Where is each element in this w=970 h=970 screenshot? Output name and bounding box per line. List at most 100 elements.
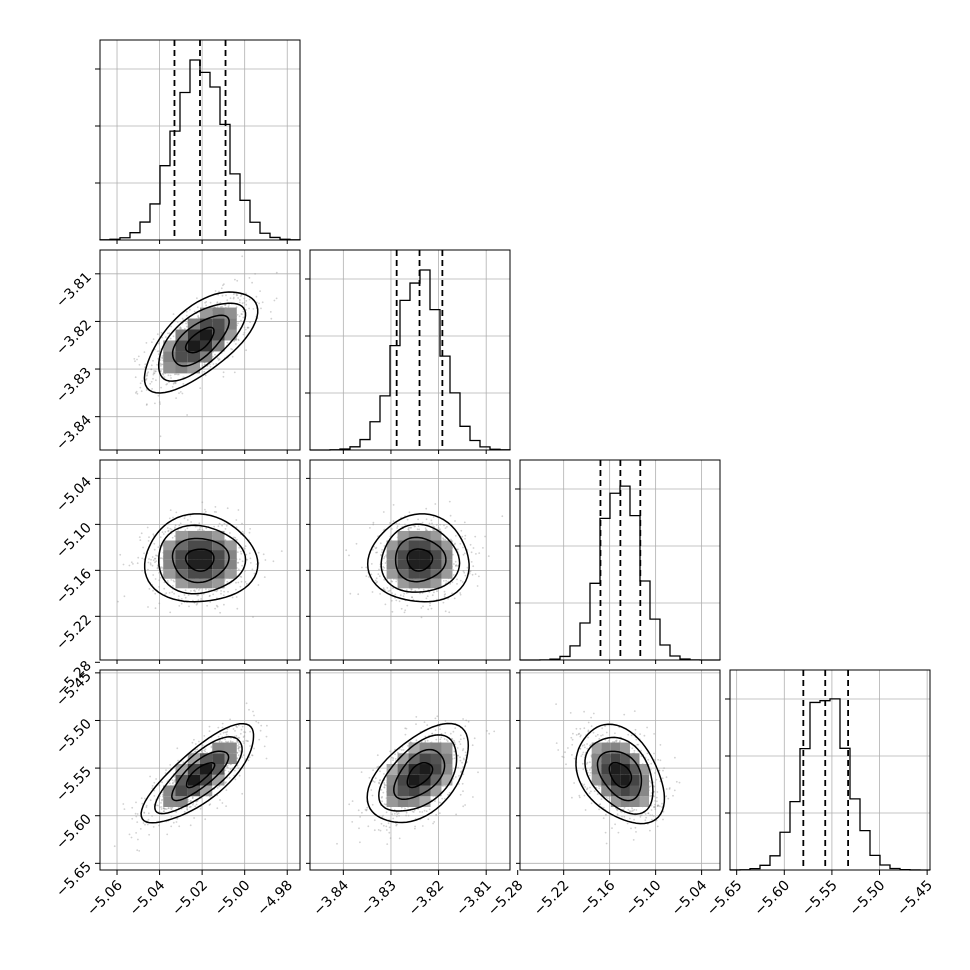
sample-point [159, 403, 162, 405]
density-cell [397, 569, 409, 579]
sample-point [209, 363, 211, 366]
sample-point [423, 721, 426, 723]
density-cell [175, 550, 188, 560]
density-cell [386, 785, 398, 797]
sample-point [461, 535, 464, 538]
sample-point [240, 576, 243, 578]
density-cell [408, 530, 420, 541]
sample-point [415, 716, 418, 718]
sample-point [160, 365, 162, 367]
sample-point [248, 531, 251, 534]
sample-point [227, 770, 230, 773]
contour-line [378, 734, 458, 812]
sample-point [172, 313, 175, 315]
sample-point [149, 382, 152, 385]
sample-point [471, 744, 474, 747]
sample-point [376, 551, 378, 554]
sample-point [210, 745, 213, 748]
sample-point [236, 726, 238, 729]
sample-point [147, 561, 150, 564]
sample-point [397, 812, 400, 815]
sample-point [167, 807, 170, 810]
sample-point [371, 591, 374, 593]
sample-point [257, 551, 260, 554]
sample-point [382, 824, 385, 827]
sample-point [193, 817, 196, 819]
sample-point [351, 800, 354, 802]
sample-point [122, 563, 125, 566]
sample-point [225, 789, 228, 791]
sample-point [439, 528, 441, 530]
sample-point [239, 550, 242, 553]
sample-point [639, 733, 641, 735]
sample-point [242, 740, 245, 743]
sample-point [218, 785, 221, 788]
sample-point [161, 781, 164, 784]
sample-point [148, 833, 151, 836]
sample-point [219, 739, 221, 742]
sample-point [249, 730, 252, 733]
density-cell [200, 307, 213, 319]
sample-point [450, 737, 453, 740]
sample-point [216, 302, 219, 305]
contour-line [184, 326, 215, 354]
sample-point [442, 601, 445, 604]
sample-point [413, 809, 416, 812]
sample-point [383, 803, 386, 805]
density-cell [397, 764, 409, 775]
sample-point [239, 299, 241, 301]
sample-point [249, 528, 252, 530]
sample-point [441, 797, 444, 800]
sample-point [145, 804, 148, 807]
sample-point [147, 812, 150, 815]
sample-point [173, 373, 176, 376]
density-cell [441, 559, 453, 570]
density-cell [200, 318, 213, 330]
density-cell [408, 550, 420, 560]
sample-point [428, 808, 431, 811]
sample-point [140, 390, 143, 393]
sample-point [398, 814, 400, 817]
sample-point [397, 751, 399, 754]
sample-point [191, 741, 194, 744]
sample-point [237, 509, 240, 511]
sample-point [224, 731, 227, 734]
sample-point [229, 297, 232, 300]
sample-point [275, 271, 278, 274]
sample-point [653, 785, 656, 788]
sample-point [439, 801, 442, 804]
sample-point [165, 336, 167, 338]
sample-point [162, 533, 165, 535]
sample-point [464, 754, 467, 757]
sample-point [440, 736, 443, 739]
sample-point [257, 721, 260, 724]
sample-point [136, 358, 138, 361]
sample-point [457, 754, 459, 757]
sample-point [378, 782, 381, 785]
sample-point [159, 806, 161, 808]
sample-point [264, 559, 267, 561]
panel-frame [309, 249, 511, 451]
sample-point [406, 604, 409, 607]
sample-point [443, 590, 446, 593]
sample-point [455, 564, 457, 567]
sample-point [413, 525, 416, 528]
sample-point [663, 767, 665, 769]
sample-point [383, 557, 385, 560]
sample-point [654, 806, 656, 809]
sample-point [463, 552, 466, 555]
density-cell [200, 753, 213, 765]
sample-point [398, 837, 401, 840]
sample-point [235, 581, 237, 584]
density-cell [163, 569, 176, 579]
sample-point [123, 808, 126, 810]
sample-point [217, 525, 220, 528]
sample-point [174, 526, 176, 529]
sample-point [469, 570, 472, 572]
sample-point [148, 588, 151, 590]
sample-point [370, 573, 373, 576]
density-cell [187, 351, 200, 363]
sample-point [249, 321, 252, 323]
density-cell [175, 530, 188, 541]
sample-point [143, 812, 146, 814]
